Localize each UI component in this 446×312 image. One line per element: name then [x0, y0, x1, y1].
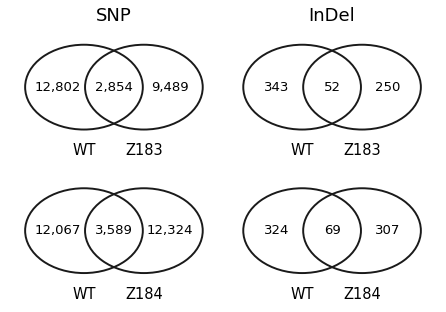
Text: 12,324: 12,324 [147, 224, 193, 237]
Text: 12,802: 12,802 [35, 80, 81, 94]
Text: WT: WT [72, 287, 96, 302]
Text: 52: 52 [323, 80, 341, 94]
Text: 343: 343 [264, 80, 289, 94]
Text: Z183: Z183 [125, 143, 163, 158]
Text: Z183: Z183 [343, 143, 381, 158]
Text: WT: WT [290, 143, 314, 158]
Text: Z184: Z184 [125, 287, 163, 302]
Text: WT: WT [290, 287, 314, 302]
Text: Z184: Z184 [343, 287, 381, 302]
Text: 324: 324 [264, 224, 289, 237]
Text: 12,067: 12,067 [35, 224, 81, 237]
Text: 3,589: 3,589 [95, 224, 133, 237]
Text: 250: 250 [375, 80, 401, 94]
Text: 2,854: 2,854 [95, 80, 133, 94]
Title: InDel: InDel [309, 7, 355, 25]
Text: 69: 69 [324, 224, 340, 237]
Text: 307: 307 [375, 224, 401, 237]
Text: WT: WT [72, 143, 96, 158]
Text: 9,489: 9,489 [151, 80, 189, 94]
Title: SNP: SNP [96, 7, 132, 25]
